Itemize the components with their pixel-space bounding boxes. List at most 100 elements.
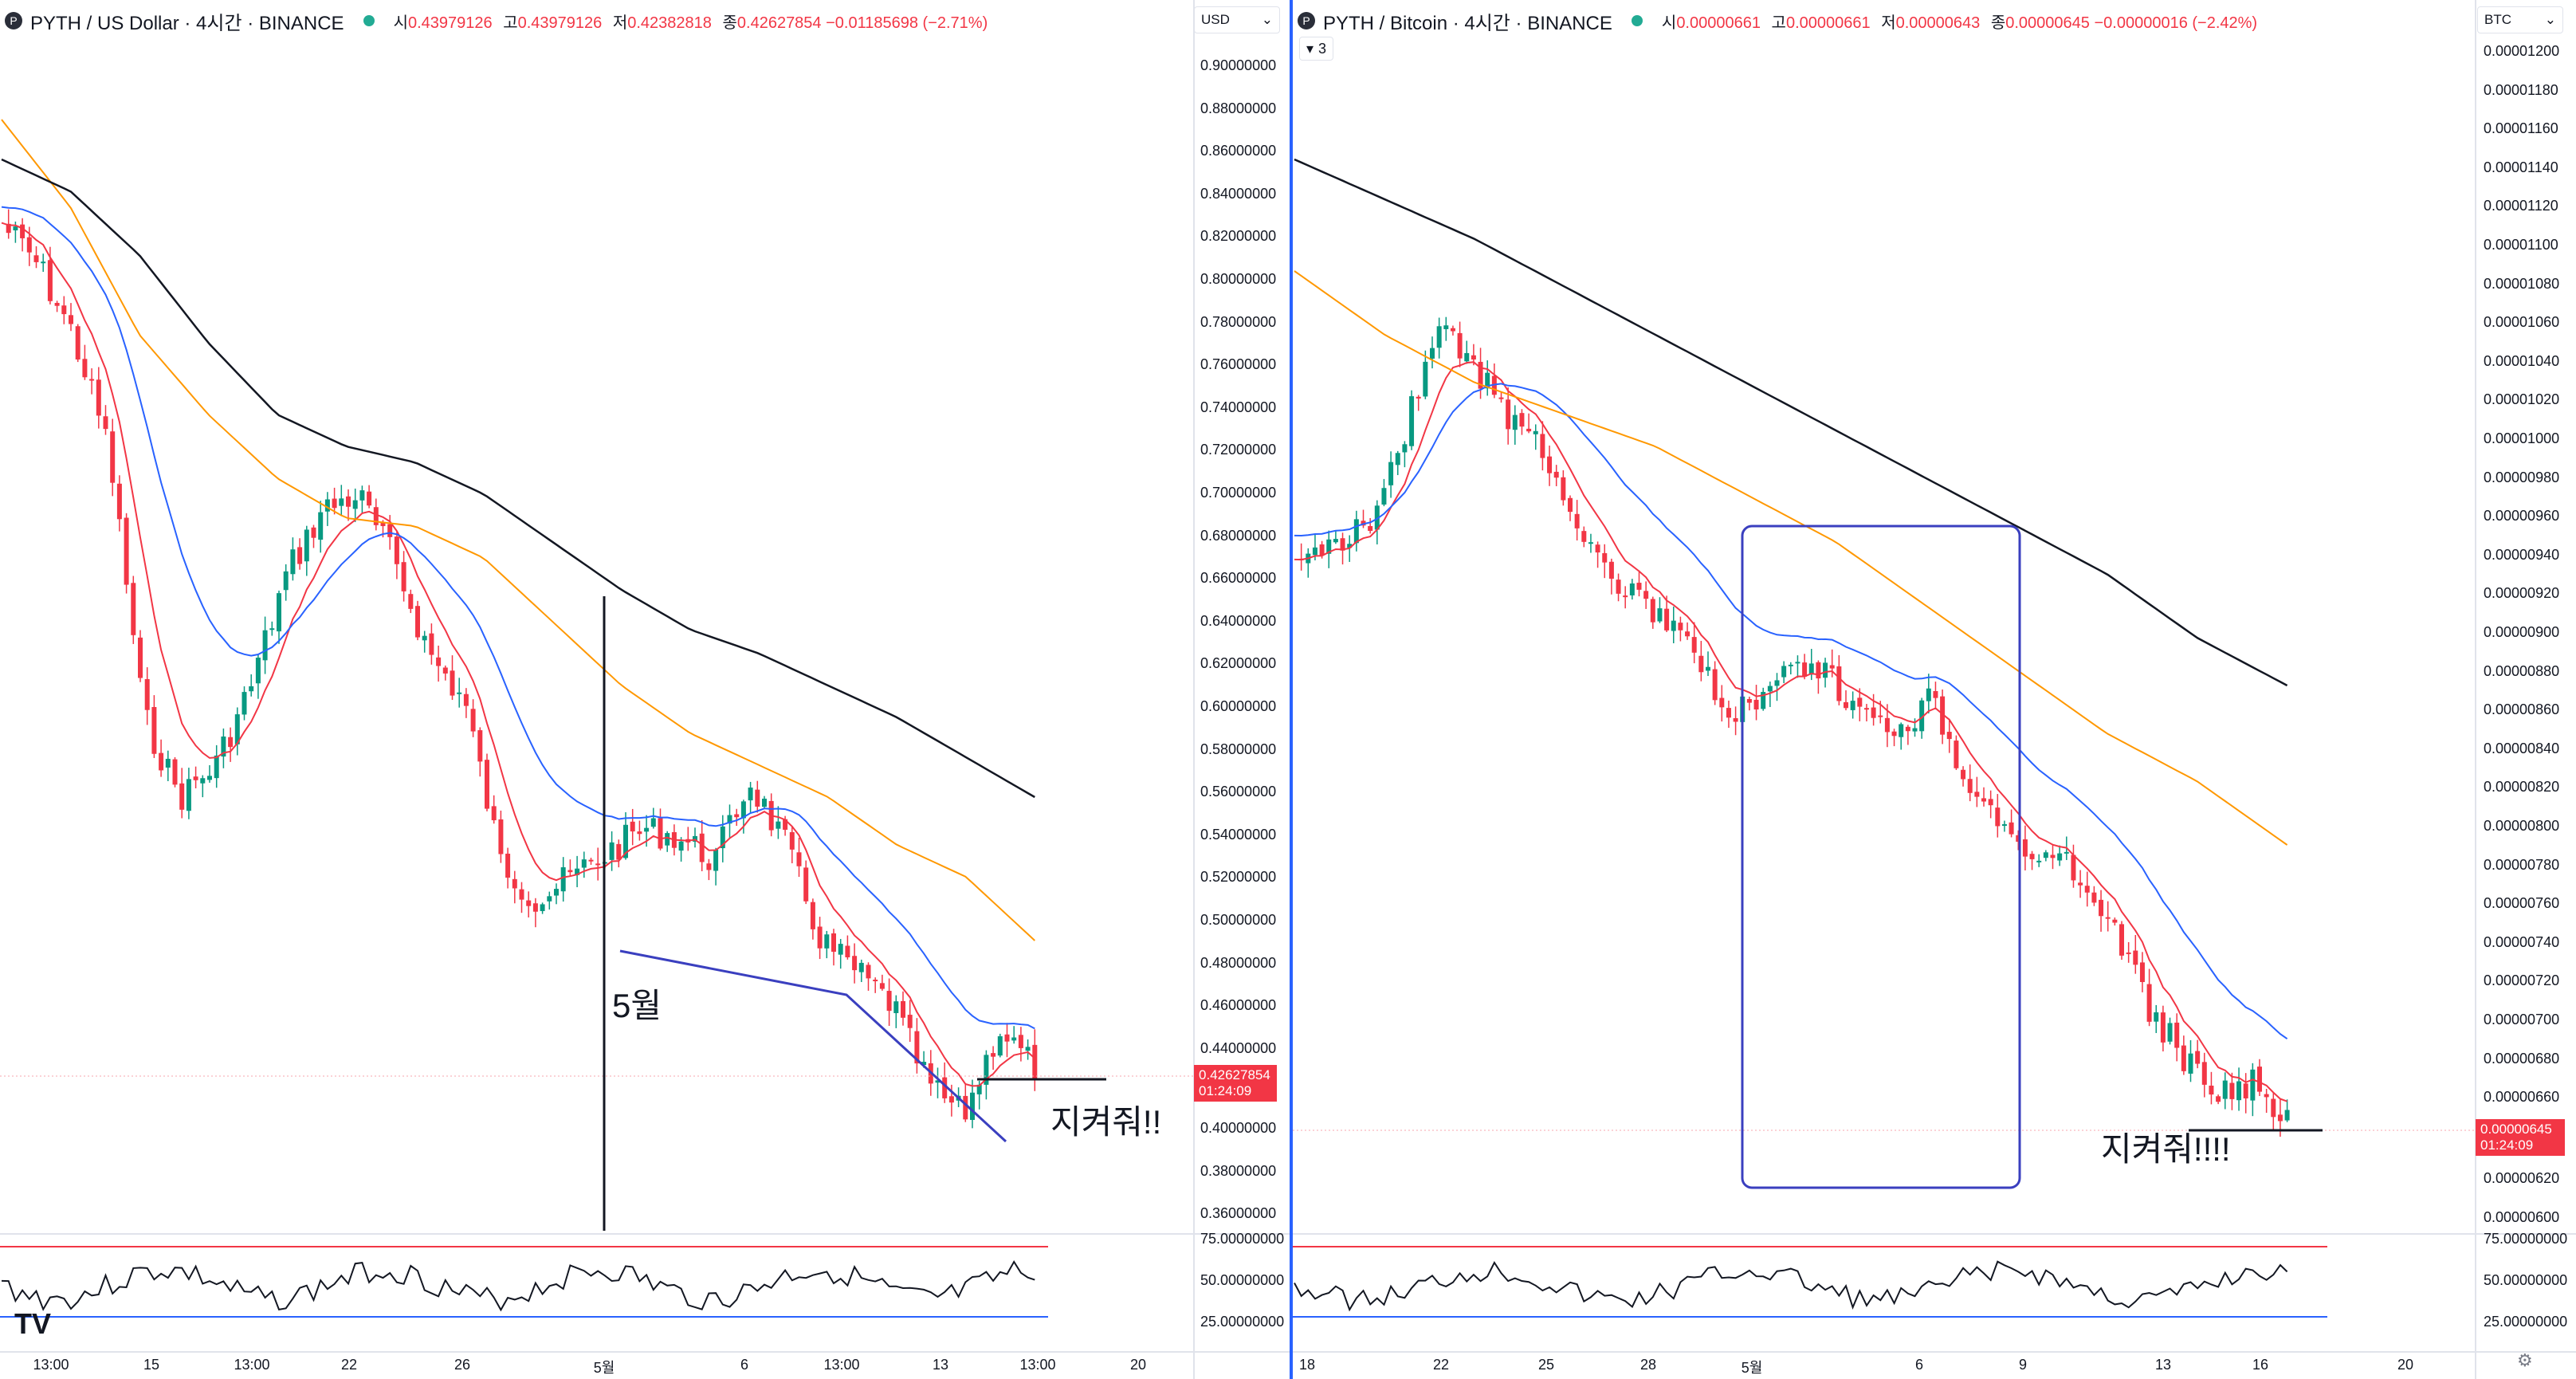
ohlc-values: 시0.00000661 고0.00000661 저0.00000643 종0.0… [1661, 14, 2258, 32]
candle-body [623, 824, 628, 858]
currency-selector[interactable]: BTC ⌄ [2477, 6, 2563, 33]
candle-body [1863, 708, 1869, 710]
pyth-logo-icon: P [5, 12, 22, 29]
candle-body [207, 776, 212, 780]
axis-tick-label: 0.90000000 [1200, 57, 1277, 73]
candle-body [1004, 1034, 1010, 1042]
axis-tick-label: 0.68000000 [1200, 527, 1277, 544]
candle-body [380, 522, 386, 526]
market-open-icon [1631, 15, 1643, 26]
candle-body [1540, 434, 1545, 458]
candle-body [1018, 1035, 1023, 1048]
candle-body [1808, 663, 1814, 675]
candle-body [200, 778, 206, 784]
candle-body [422, 635, 427, 641]
axis-tick-label: 0.00000820 [2484, 779, 2560, 796]
time-tick-label: 28 [1639, 1357, 1657, 1373]
symbol-title[interactable]: PYTH / US Dollar · 4시간 · BINANCE [30, 12, 344, 34]
time-tick-label: 15 [143, 1357, 160, 1373]
time-tick-label: 6 [740, 1357, 749, 1373]
candle-body [96, 379, 101, 416]
candle-body [1608, 561, 1614, 579]
symbol-title[interactable]: PYTH / Bitcoin · 4시간 · BINANCE [1323, 12, 1612, 34]
candle-body [2043, 852, 2048, 858]
range-box-annotation [1741, 524, 2021, 1189]
axis-tick-label: 0.70000000 [1200, 485, 1277, 501]
candle-body [734, 814, 740, 818]
pane-divider[interactable] [1290, 0, 1293, 1379]
candle-body [547, 896, 552, 902]
candle-body [1025, 1047, 1031, 1051]
candle-body [116, 483, 122, 520]
axis-tick-label: 0.66000000 [1200, 570, 1277, 587]
annotation-hold[interactable]: 지켜줘!! [1050, 1103, 1162, 1141]
candle-body [138, 637, 143, 678]
axis-tick-label: 0.44000000 [1200, 1039, 1277, 1056]
candle-body [658, 818, 663, 849]
tradingview-logo-icon[interactable]: TV [14, 1307, 52, 1340]
candle-body [2154, 1012, 2159, 1022]
candle-body [720, 826, 725, 849]
candle-body [976, 1084, 982, 1094]
candle-body [2195, 1051, 2201, 1064]
candle-body [1643, 591, 1649, 599]
chart-canvas-right[interactable] [1293, 0, 2576, 1379]
candle-body [1636, 583, 1642, 590]
candle-body [2099, 899, 2104, 917]
candle-body [1650, 599, 1655, 623]
settings-icon[interactable]: ⚙ [2517, 1350, 2533, 1370]
candle-body [262, 630, 268, 661]
candle-body [1698, 655, 1704, 673]
ema-line-black [1294, 158, 2288, 687]
candle-body [1423, 361, 1428, 397]
chart-pane-pyth-btc[interactable]: P PYTH / Bitcoin · 4시간 · BINANCE 시0.0000… [1293, 0, 2576, 1379]
candle-body [159, 752, 164, 771]
annotation-may[interactable]: 5월 [612, 987, 662, 1024]
candle-body [879, 983, 885, 989]
candle-body [1816, 662, 1821, 679]
axis-tick-label: 0.00000720 [2484, 972, 2560, 989]
candle-body [242, 692, 247, 715]
chart-pane-pyth-usd[interactable]: P PYTH / US Dollar · 4시간 · BINANCE 시0.43… [0, 0, 1290, 1379]
axis-tick-label: 0.00000700 [2484, 1012, 2560, 1027]
candle-body [1032, 1044, 1038, 1081]
candle-body [1568, 497, 1573, 513]
candle-body [436, 657, 442, 666]
candle-body [124, 517, 129, 585]
annotation-hold[interactable]: 지켜줘!!!! [2101, 1130, 2231, 1168]
time-tick-label: 9 [2018, 1357, 2028, 1373]
candle-body [1954, 741, 1959, 768]
candle-body [1361, 521, 1366, 526]
candle-body [463, 693, 469, 706]
indicator-legend-toggle[interactable]: ▾ 3 [1299, 37, 1334, 61]
candle-body [2271, 1098, 2276, 1118]
candle-body [512, 878, 517, 889]
candle-body [1844, 701, 1848, 709]
candle-body [2064, 851, 2069, 854]
candle-body [367, 491, 372, 506]
axis-tick-label: 0.72000000 [1200, 442, 1277, 458]
candle-body [429, 633, 434, 655]
candle-body [352, 500, 358, 509]
candle-body [1506, 399, 1511, 430]
candle-body [824, 934, 830, 949]
candle-body [33, 255, 39, 262]
axis-tick-label: 0.00001180 [2484, 81, 2558, 98]
axis-tick-label: 0.80000000 [1200, 271, 1277, 287]
candle-body [1388, 462, 1394, 485]
candle-body [616, 843, 622, 860]
candle-body [1416, 396, 1421, 399]
rsi-line [1, 1260, 1035, 1312]
currency-selector[interactable]: USD ⌄ [1194, 6, 1280, 33]
candle-body [1312, 547, 1317, 556]
chart-canvas-left[interactable] [0, 0, 1290, 1379]
candle-body [1616, 579, 1621, 594]
candle-body [283, 571, 289, 591]
axis-tick-label: 75.00000000 [2484, 1231, 2568, 1247]
candle-body [1706, 666, 1710, 671]
candle-body [1746, 698, 1752, 703]
candle-body [762, 798, 767, 807]
ema-line-blue [1294, 383, 2288, 1040]
axis-tick-label: 0.74000000 [1200, 399, 1277, 415]
axis-tick-label: 0.62000000 [1200, 655, 1277, 672]
